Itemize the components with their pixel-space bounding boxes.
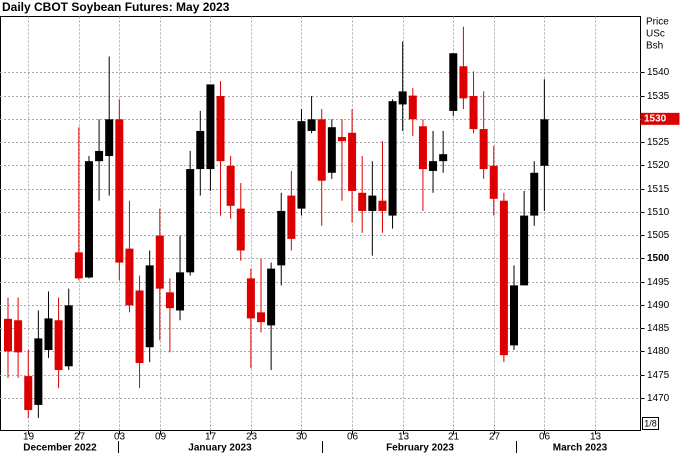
month-label: January 2023 <box>188 443 252 453</box>
candle-body <box>44 318 53 351</box>
y-tick-label: 1470 <box>647 393 670 404</box>
x-tick-label: 19 <box>23 432 35 443</box>
x-tick-label: 13 <box>398 432 410 443</box>
candle-body <box>236 208 245 251</box>
candle-body <box>510 285 518 346</box>
x-tick-label: 09 <box>155 432 167 443</box>
candle-body <box>358 192 367 211</box>
x-tick-label: 06 <box>347 432 359 443</box>
candle-body <box>530 172 539 216</box>
y-axis-title: Bsh <box>646 41 663 52</box>
candle-body <box>64 305 73 367</box>
candle-body <box>145 265 154 348</box>
candle-body <box>307 119 316 131</box>
x-tick-label: 27 <box>489 432 501 443</box>
candles <box>4 26 549 418</box>
footnote: 1/8 <box>644 418 657 428</box>
candle-body <box>378 200 387 211</box>
candle-body <box>135 290 144 364</box>
x-tick-label: 13 <box>590 432 602 443</box>
y-axis-title: USc <box>646 29 665 40</box>
candle-body <box>196 130 205 170</box>
candle-body <box>418 126 427 170</box>
plot-frame <box>0 16 641 431</box>
candle-body <box>408 95 417 120</box>
candle-body <box>74 252 83 279</box>
y-tick-label: 1495 <box>647 277 670 288</box>
y-tick-label: 1510 <box>647 207 670 218</box>
candle-body <box>287 195 296 239</box>
candle-body <box>469 96 478 130</box>
y-tick-label: 1490 <box>647 300 670 311</box>
candle-body <box>24 376 33 411</box>
month-label: December 2022 <box>23 443 97 453</box>
y-tick-label: 1535 <box>647 91 670 102</box>
last-price-label: 1530 <box>644 113 667 124</box>
candle-body <box>115 119 124 263</box>
chart-title: Daily CBOT Soybean Futures: May 2023 <box>2 0 230 14</box>
candle-body <box>489 165 498 199</box>
candle-body <box>226 165 235 206</box>
candle-body <box>267 268 276 326</box>
candle-body <box>449 53 458 111</box>
y-tick-label: 1525 <box>647 137 670 148</box>
x-tick-label: 21 <box>448 432 460 443</box>
candle-body <box>216 96 225 162</box>
y-tick-label: 1505 <box>647 230 670 241</box>
candle-body <box>105 119 114 157</box>
y-tick-label: 1480 <box>647 346 670 357</box>
candle-body <box>429 161 438 171</box>
month-label: February 2023 <box>386 443 454 453</box>
x-tick-label: 03 <box>114 432 126 443</box>
candle-body <box>540 119 549 166</box>
candle-body <box>297 121 306 209</box>
candle-body <box>84 161 93 278</box>
candle-body <box>54 320 63 371</box>
candle-body <box>327 127 336 173</box>
candle-body <box>388 101 397 216</box>
x-tick-label: 30 <box>296 432 308 443</box>
candle-body <box>186 169 195 273</box>
y-tick-label: 1540 <box>647 67 670 78</box>
y-tick-label: 1475 <box>647 370 670 381</box>
candle-body <box>125 248 134 306</box>
axes: 1470 1475 1480 1485 1490 1495 1500 1505 1510 1515… <box>23 17 680 453</box>
candle-body <box>165 292 174 309</box>
y-tick-label: 1515 <box>647 184 670 195</box>
x-tick-label: 23 <box>246 432 258 443</box>
last-price-box <box>640 112 680 125</box>
candle-body <box>459 66 468 99</box>
candle-body <box>277 210 286 266</box>
candle-body <box>499 200 508 356</box>
y-tick-label: 1500 <box>647 253 670 264</box>
candle-body <box>206 84 215 170</box>
candle-body <box>176 272 185 311</box>
candle-body <box>520 215 529 286</box>
candle-body <box>155 235 164 289</box>
x-tick-label: 27 <box>74 432 86 443</box>
candle-body <box>398 91 407 105</box>
candle-body <box>257 312 265 323</box>
x-tick-label: 17 <box>205 432 217 443</box>
candle-body <box>479 129 488 170</box>
candle-body <box>337 136 346 142</box>
candle-body <box>317 119 326 181</box>
x-tick-label: 06 <box>539 432 551 443</box>
y-axis-title: Price <box>646 17 669 28</box>
month-label: March 2023 <box>553 443 608 453</box>
candle-body <box>439 154 448 162</box>
candle-body <box>348 132 357 191</box>
candle-body <box>368 195 377 211</box>
candle-body <box>95 150 104 162</box>
y-tick-label: 1520 <box>647 160 670 171</box>
candle-body <box>246 278 255 319</box>
footnote-box <box>642 417 659 430</box>
candle-body <box>34 338 43 405</box>
candle-body <box>14 320 23 353</box>
candle-body <box>4 318 12 352</box>
y-tick-label: 1485 <box>647 323 670 334</box>
